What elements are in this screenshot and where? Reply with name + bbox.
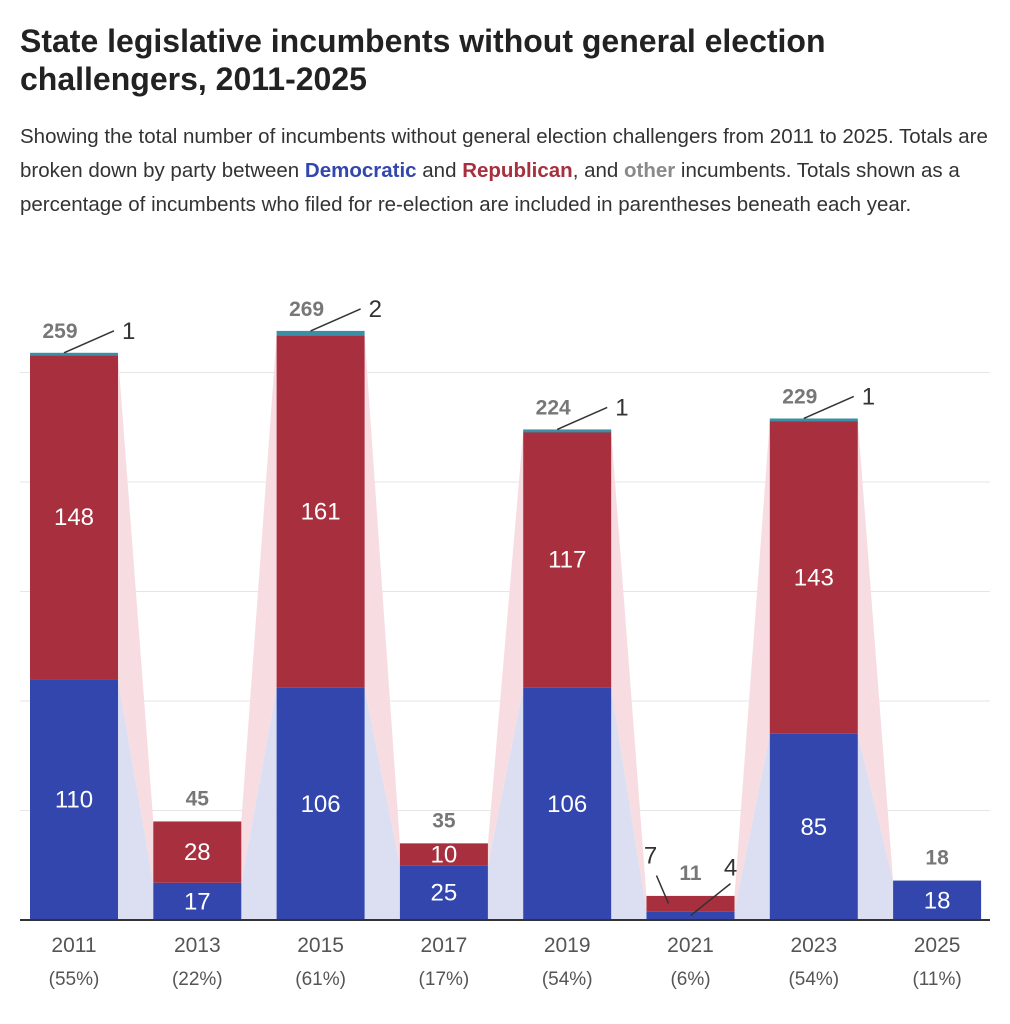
bar-democratic-2019 — [523, 687, 612, 920]
bar-republican-2017 — [399, 843, 488, 866]
democratic-band-2015 — [364, 687, 400, 920]
subtitle-text-2: and — [416, 159, 463, 182]
x-tick-2019: 2019 — [544, 934, 591, 957]
chart-subtitle: Showing the total number of incumbents w… — [20, 120, 990, 222]
bar-republican-2015 — [276, 335, 365, 688]
bar-republican-2011 — [30, 354, 118, 680]
callout-line-other-2023 — [803, 395, 855, 420]
subtitle-democratic: Democratic — [304, 159, 417, 182]
label-republican-2019: 117 — [548, 547, 586, 574]
x-tick-2015: 2015 — [297, 934, 344, 957]
label-total-2023: 229 — [782, 385, 817, 408]
bar-republican-2021 — [646, 895, 735, 912]
subtitle-other: other — [623, 159, 676, 182]
x-tick-percent-2019: (54%) — [542, 969, 593, 990]
label-republican-2015: 161 — [301, 499, 341, 526]
bar-other-2011 — [30, 352, 118, 356]
label-democratic-2015: 106 — [301, 791, 341, 818]
democratic-band-2019 — [611, 687, 647, 920]
label-total-2011: 259 — [42, 320, 77, 343]
x-tick-2021: 2021 — [667, 934, 714, 957]
label-total-2013: 45 — [186, 787, 210, 810]
label-other-2019: 1 — [615, 394, 628, 421]
bar-other-2015 — [276, 330, 365, 336]
subtitle-text-4: incumbents. Totals shown as a percentage… — [20, 159, 960, 216]
label-other-2023: 1 — [862, 383, 875, 410]
democratic-band-2023 — [857, 733, 894, 920]
x-tick-percent-2015: (61%) — [295, 969, 346, 990]
label-democratic-2013: 17 — [184, 888, 211, 915]
label-total-2015: 269 — [289, 298, 324, 321]
bar-democratic-2017 — [399, 865, 488, 920]
label-republican-2023: 143 — [794, 564, 834, 591]
label-democratic-2023: 85 — [800, 814, 827, 841]
label-democratic-2011: 110 — [55, 787, 93, 814]
bar-democratic-2025 — [893, 880, 982, 920]
x-tick-2013: 2013 — [174, 934, 221, 957]
callout-line-democratic-2021 — [690, 883, 731, 917]
bar-democratic-2011 — [30, 679, 118, 920]
bar-other-2023 — [769, 418, 858, 422]
bar-republican-2013 — [153, 821, 242, 883]
republican-band-2023 — [857, 420, 894, 881]
republican-band-2011 — [118, 354, 154, 883]
x-tick-percent-2011: (55%) — [49, 969, 100, 990]
chart-title: State legislative incumbents without gen… — [20, 23, 826, 97]
label-republican-2017: 10 — [431, 841, 458, 868]
x-tick-percent-2023: (54%) — [788, 969, 839, 990]
democratic-band-2017 — [487, 687, 524, 920]
bar-other-2019 — [523, 429, 612, 433]
label-total-2025: 18 — [925, 847, 949, 870]
label-republican-2011: 148 — [54, 504, 94, 531]
democratic-band-2021 — [734, 733, 770, 920]
bar-democratic-2015 — [276, 687, 365, 920]
x-tick-percent-2013: (22%) — [172, 969, 223, 990]
label-democratic-2019: 106 — [547, 791, 587, 818]
x-tick-2011: 2011 — [51, 934, 96, 957]
callout-line-other-2011 — [63, 330, 115, 354]
label-democratic-2021: 4 — [724, 855, 737, 882]
x-tick-2023: 2023 — [790, 934, 837, 957]
callout-line-other-2019 — [556, 406, 608, 431]
bar-republican-2019 — [523, 431, 612, 688]
label-total-2017: 35 — [432, 809, 456, 832]
label-democratic-2025: 18 — [924, 887, 951, 914]
republican-band-2019 — [611, 431, 647, 912]
callout-line-republican-2021 — [655, 875, 670, 904]
x-tick-percent-2021: (6%) — [670, 969, 710, 990]
callout-line-other-2015 — [310, 308, 361, 332]
label-total-2019: 224 — [536, 396, 571, 419]
label-republican-2021: 7 — [644, 843, 657, 870]
x-tick-percent-2025: (11%) — [912, 969, 961, 990]
subtitle-text-3: , and — [572, 159, 624, 182]
republican-band-2017 — [487, 431, 524, 866]
republican-band-2015 — [364, 335, 400, 866]
republican-band-2021 — [734, 420, 770, 912]
democratic-band-2013 — [241, 687, 277, 920]
x-tick-percent-2017: (17%) — [419, 969, 470, 990]
label-other-2015: 2 — [369, 296, 382, 323]
label-total-2021: 11 — [679, 862, 702, 885]
bar-democratic-2023 — [769, 733, 858, 920]
label-democratic-2017: 25 — [431, 880, 458, 907]
subtitle-text-1: Showing the total number of incumbents w… — [20, 125, 988, 182]
democratic-band-2011 — [118, 679, 154, 920]
x-tick-2017: 2017 — [421, 934, 468, 957]
x-tick-2025: 2025 — [914, 934, 961, 957]
bar-republican-2023 — [769, 420, 858, 734]
label-other-2011: 1 — [122, 318, 135, 345]
bar-democratic-2013 — [153, 882, 242, 920]
subtitle-republican: Republican — [462, 159, 573, 182]
republican-band-2013 — [241, 335, 277, 883]
label-republican-2013: 28 — [184, 839, 211, 866]
